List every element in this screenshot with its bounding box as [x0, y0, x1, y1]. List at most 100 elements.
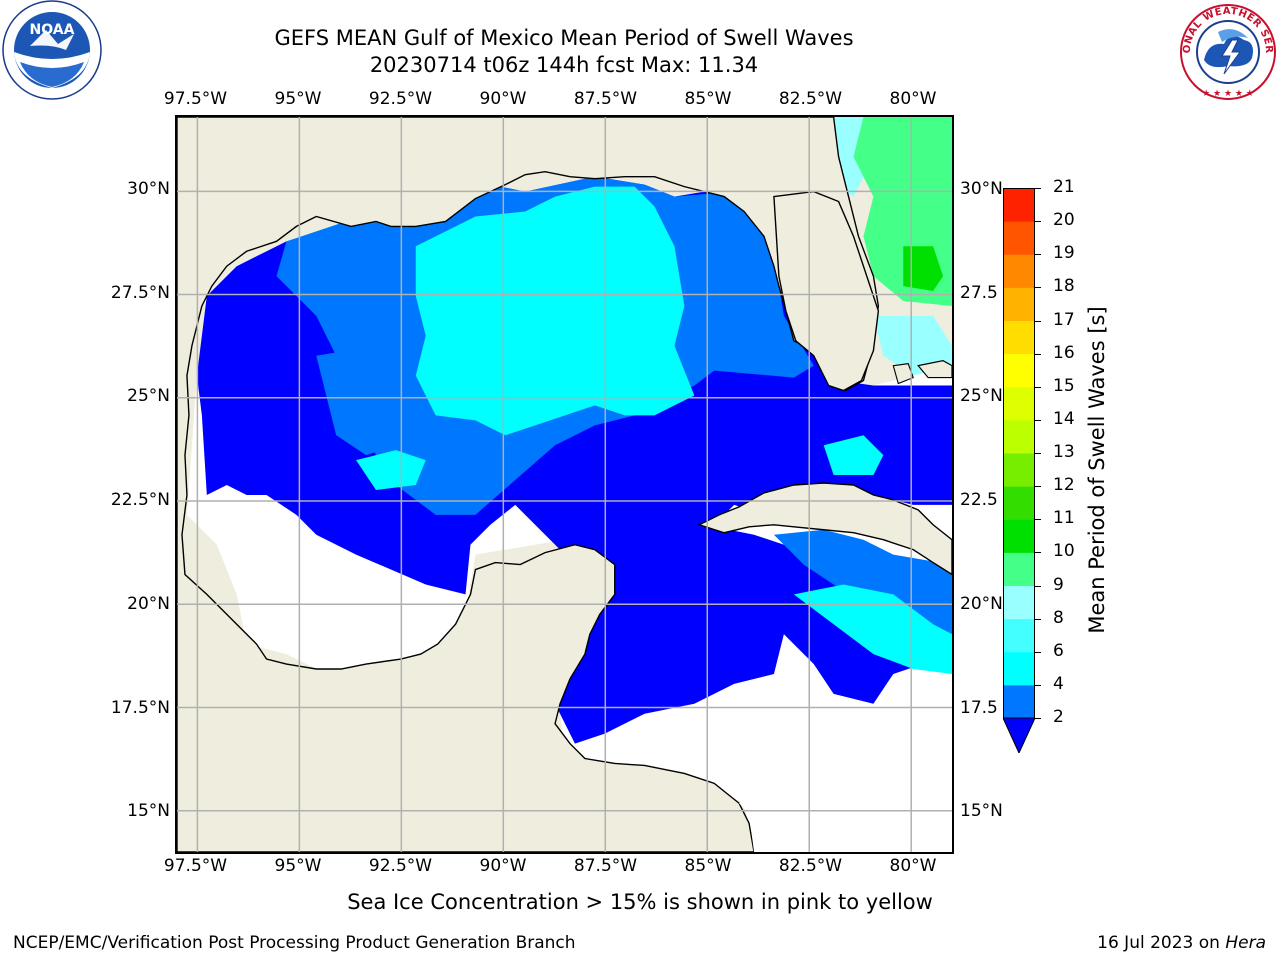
colorbar-segment — [1003, 287, 1035, 321]
colorbar-tick-mark — [1035, 486, 1041, 488]
noaa-logo-icon: NOAA — [2, 0, 102, 100]
period-2-4-region-mid — [341, 494, 436, 555]
colorbar-segment — [1003, 651, 1035, 686]
colorbar-tick-label: 17 — [1053, 309, 1075, 330]
colorbar-tick-mark — [1035, 718, 1041, 719]
colorbar-tick-mark — [1035, 188, 1041, 189]
colorbar-tick-label: 20 — [1053, 210, 1075, 231]
colorbar-tick-label: 18 — [1053, 276, 1075, 297]
land-islands — [892, 363, 914, 385]
no-data-south — [739, 733, 952, 852]
colorbar-segment — [1003, 552, 1035, 586]
colorbar-tick-label: 13 — [1053, 442, 1075, 462]
lat-label-right: 30°N — [960, 178, 1003, 199]
colorbar-extend-min — [1003, 717, 1035, 753]
lon-label-top: 87.5°W — [573, 89, 638, 109]
colorbar-tick-label: 21 — [1053, 177, 1075, 197]
chart-subtitle: 20230714 t06z 144h fcst Max: 11.34 — [369, 53, 759, 77]
colorbar-tick-mark — [1035, 519, 1041, 521]
footer-host: Hera — [1225, 933, 1266, 953]
colorbar-segment — [1003, 386, 1035, 421]
swell-period-map — [175, 115, 954, 854]
colorbar-segment — [1003, 519, 1035, 553]
noaa-logo-text: NOAA — [30, 22, 75, 38]
lat-label-right: 25°N — [960, 386, 1003, 407]
footer-date-text: 16 Jul 2023 on — [1097, 933, 1226, 953]
colorbar-tick-label: 8 — [1053, 607, 1064, 628]
land-north-america — [177, 117, 880, 852]
footer-branch: NCEP/EMC/Verification Post Processing Pr… — [13, 933, 576, 953]
colorbar-tick-mark — [1035, 684, 1041, 686]
colorbar-tick-mark — [1035, 651, 1041, 653]
colorbar-tick-label: 9 — [1053, 574, 1064, 595]
colorbar-tick-mark — [1035, 386, 1041, 388]
lon-label-top: 97.5°W — [163, 89, 228, 109]
colorbar-label: Mean Period of Swell Waves [s] — [1085, 306, 1109, 634]
colorbar-segment — [1003, 221, 1035, 255]
colorbar-tick-label: 10 — [1053, 541, 1075, 562]
lat-label-right: 20°N — [960, 593, 1003, 614]
colorbar-tick-mark — [1035, 287, 1041, 289]
lon-label-bottom: 80°W — [889, 856, 937, 876]
lat-label-left: 27.5°N — [110, 282, 170, 303]
lon-label-bottom: 95°W — [274, 856, 322, 876]
lon-label-bottom: 97.5°W — [163, 856, 228, 876]
colorbar-tick-label: 2 — [1053, 707, 1064, 727]
colorbar-tick-mark — [1035, 419, 1041, 421]
footer-date: 16 Jul 2023 on Hera — [1097, 933, 1266, 953]
period-4-6-region-2 — [316, 345, 426, 456]
lon-label-top: 95°W — [274, 89, 322, 109]
colorbar-segment — [1003, 585, 1035, 620]
colorbar-tick-label: 15 — [1053, 375, 1075, 396]
lat-label-right: 15°N — [960, 801, 1003, 822]
colorbar-tick-mark — [1035, 585, 1041, 587]
colorbar-tick-mark — [1035, 453, 1041, 454]
lon-label-bottom: 92.5°W — [368, 856, 433, 876]
sea-ice-note: Sea Ice Concentration > 15% is shown in … — [347, 890, 933, 914]
lon-label-top: 82.5°W — [778, 89, 843, 109]
colorbar-tick-label: 11 — [1053, 508, 1075, 529]
lon-label-bottom: 85°W — [684, 856, 732, 876]
lon-label-bottom: 87.5°W — [573, 856, 638, 876]
lat-label-left: 25°N — [127, 386, 170, 407]
colorbar-tick-mark — [1035, 618, 1041, 620]
colorbar-tick-mark — [1035, 221, 1041, 223]
lon-label-top: 85°W — [684, 89, 732, 109]
colorbar-tick-label: 19 — [1053, 243, 1075, 264]
lon-label-top: 90°W — [479, 89, 527, 109]
colorbar-tick-label: 12 — [1053, 475, 1075, 496]
colorbar-segment — [1003, 320, 1035, 355]
colorbar-tick-mark — [1035, 254, 1041, 256]
colorbar-segment — [1003, 486, 1035, 520]
lat-label-left: 20°N — [127, 593, 170, 614]
colorbar-tick-label: 6 — [1053, 640, 1064, 661]
lat-label-right: 27.5 — [960, 282, 998, 303]
colorbar-segment — [1003, 684, 1035, 719]
lat-label-right: 17.5 — [960, 697, 998, 718]
colorbar-tick-mark — [1035, 552, 1041, 554]
colorbar-segment — [1003, 353, 1035, 388]
lon-label-bottom: 90°W — [479, 856, 527, 876]
colorbar-segment — [1003, 254, 1035, 288]
period-6-8-region-3 — [793, 584, 952, 674]
land-florida — [773, 190, 880, 392]
map-gridlines — [177, 117, 952, 852]
chart-title: GEFS MEAN Gulf of Mexico Mean Period of … — [274, 26, 854, 50]
colorbar — [1003, 188, 1035, 753]
land-cuba — [697, 482, 952, 576]
lat-label-right: 22.5 — [960, 490, 998, 511]
colorbar-segment — [1003, 618, 1035, 653]
colorbar-tick-label: 16 — [1053, 342, 1075, 363]
colorbar-segment — [1003, 453, 1035, 487]
lon-label-top: 80°W — [889, 89, 937, 109]
colorbar-tick-mark — [1035, 353, 1041, 355]
period-6-8-region-4 — [823, 435, 884, 476]
lat-label-left: 15°N — [127, 801, 170, 822]
colorbar-segment — [1003, 419, 1035, 454]
colorbar-tick-mark — [1035, 320, 1041, 322]
colorbar-tick-label: 14 — [1053, 408, 1075, 429]
colorbar-tick-label: 4 — [1053, 673, 1064, 694]
svg-text:★ ★ ★ ★ ★: ★ ★ ★ ★ ★ — [1202, 89, 1254, 99]
lat-label-left: 30°N — [127, 178, 170, 199]
lat-label-left: 22.5°N — [110, 490, 170, 511]
